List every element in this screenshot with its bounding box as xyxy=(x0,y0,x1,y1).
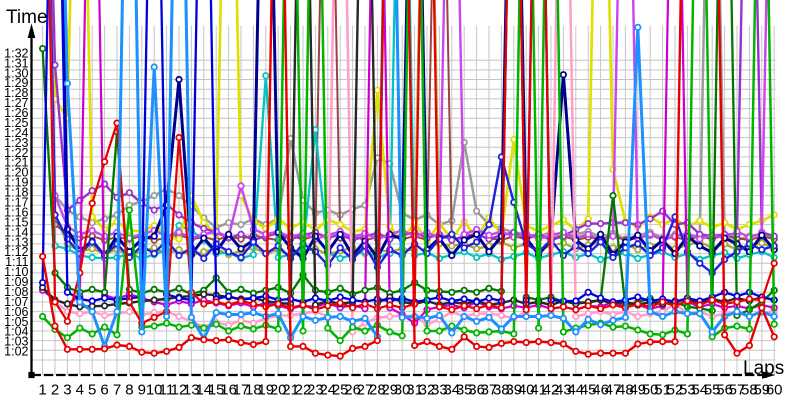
svg-text:23: 23 xyxy=(307,382,324,399)
svg-text:1:29: 1:29 xyxy=(4,76,28,90)
svg-text:1: 1 xyxy=(38,382,46,399)
svg-text:1:12: 1:12 xyxy=(4,245,28,259)
svg-text:40: 40 xyxy=(518,382,535,399)
svg-text:1:28: 1:28 xyxy=(4,86,28,100)
svg-text:17: 17 xyxy=(233,382,250,399)
svg-text:27: 27 xyxy=(357,382,374,399)
svg-text:1:19: 1:19 xyxy=(4,176,28,190)
svg-text:1:02: 1:02 xyxy=(4,345,28,359)
svg-text:50: 50 xyxy=(642,382,659,399)
svg-text:5: 5 xyxy=(88,382,96,399)
svg-text:13: 13 xyxy=(183,382,200,399)
svg-text:1:26: 1:26 xyxy=(4,106,28,120)
svg-text:1:20: 1:20 xyxy=(4,166,28,180)
svg-text:42: 42 xyxy=(543,382,560,399)
svg-text:25: 25 xyxy=(332,382,349,399)
svg-text:26: 26 xyxy=(344,382,361,399)
svg-text:22: 22 xyxy=(295,382,312,399)
svg-text:1:23: 1:23 xyxy=(4,136,28,150)
svg-text:1:32: 1:32 xyxy=(4,46,28,60)
svg-text:31: 31 xyxy=(406,382,423,399)
svg-text:12: 12 xyxy=(171,382,188,399)
svg-text:11: 11 xyxy=(159,382,175,399)
svg-text:34: 34 xyxy=(443,382,460,399)
svg-text:39: 39 xyxy=(505,382,522,399)
svg-text:37: 37 xyxy=(481,382,498,399)
svg-text:47: 47 xyxy=(605,382,622,399)
svg-text:3: 3 xyxy=(63,382,71,399)
svg-text:43: 43 xyxy=(555,382,572,399)
svg-text:38: 38 xyxy=(493,382,510,399)
svg-text:2: 2 xyxy=(51,382,59,399)
svg-text:1:04: 1:04 xyxy=(4,325,28,339)
svg-text:49: 49 xyxy=(629,382,646,399)
svg-text:19: 19 xyxy=(257,382,274,399)
svg-text:45: 45 xyxy=(580,382,597,399)
svg-text:44: 44 xyxy=(567,382,584,399)
svg-text:28: 28 xyxy=(369,382,386,399)
svg-text:1:25: 1:25 xyxy=(4,116,28,130)
svg-text:1:11: 1:11 xyxy=(5,255,28,269)
svg-text:56: 56 xyxy=(716,382,733,399)
svg-text:24: 24 xyxy=(319,382,336,399)
svg-text:16: 16 xyxy=(220,382,237,399)
svg-text:54: 54 xyxy=(691,382,708,399)
svg-text:48: 48 xyxy=(617,382,634,399)
svg-text:15: 15 xyxy=(208,382,225,399)
svg-text:1:14: 1:14 xyxy=(4,225,28,239)
svg-text:30: 30 xyxy=(394,382,411,399)
svg-text:55: 55 xyxy=(704,382,721,399)
svg-text:21: 21 xyxy=(282,382,299,399)
svg-text:1:08: 1:08 xyxy=(4,285,28,299)
svg-text:1:03: 1:03 xyxy=(4,335,28,349)
svg-text:1:09: 1:09 xyxy=(4,275,28,289)
svg-text:1:13: 1:13 xyxy=(4,235,28,249)
svg-text:29: 29 xyxy=(381,382,398,399)
svg-text:1:31: 1:31 xyxy=(4,56,28,70)
svg-text:1:30: 1:30 xyxy=(4,66,28,80)
svg-text:1:18: 1:18 xyxy=(4,186,28,200)
svg-text:Laps: Laps xyxy=(743,358,784,379)
svg-text:8: 8 xyxy=(125,382,133,399)
svg-text:1:10: 1:10 xyxy=(4,265,28,279)
svg-text:35: 35 xyxy=(456,382,473,399)
svg-text:9: 9 xyxy=(138,382,146,399)
svg-text:1:06: 1:06 xyxy=(4,305,28,319)
svg-text:7: 7 xyxy=(113,382,121,399)
svg-text:59: 59 xyxy=(753,382,770,399)
svg-text:52: 52 xyxy=(667,382,684,399)
svg-text:53: 53 xyxy=(679,382,696,399)
svg-text:1:22: 1:22 xyxy=(4,146,28,160)
svg-text:60: 60 xyxy=(766,382,783,399)
svg-text:36: 36 xyxy=(468,382,485,399)
svg-text:1:16: 1:16 xyxy=(4,205,28,219)
svg-text:41: 41 xyxy=(530,382,547,399)
svg-text:58: 58 xyxy=(741,382,758,399)
svg-text:10: 10 xyxy=(146,382,163,399)
svg-text:Time: Time xyxy=(6,7,48,28)
svg-text:18: 18 xyxy=(245,382,262,399)
svg-text:1:17: 1:17 xyxy=(4,196,28,210)
svg-text:20: 20 xyxy=(270,382,287,399)
svg-text:51: 51 xyxy=(654,382,671,399)
svg-text:6: 6 xyxy=(100,382,108,399)
svg-text:57: 57 xyxy=(729,382,746,399)
svg-text:1:27: 1:27 xyxy=(4,96,28,110)
svg-text:32: 32 xyxy=(419,382,436,399)
svg-text:1:05: 1:05 xyxy=(4,315,28,329)
svg-text:46: 46 xyxy=(592,382,609,399)
svg-text:1:15: 1:15 xyxy=(4,215,28,229)
svg-text:14: 14 xyxy=(195,382,212,399)
svg-text:4: 4 xyxy=(76,382,84,399)
svg-text:1:24: 1:24 xyxy=(4,126,28,140)
svg-text:1:21: 1:21 xyxy=(4,156,28,170)
svg-text:1:07: 1:07 xyxy=(4,295,28,309)
svg-text:33: 33 xyxy=(431,382,448,399)
